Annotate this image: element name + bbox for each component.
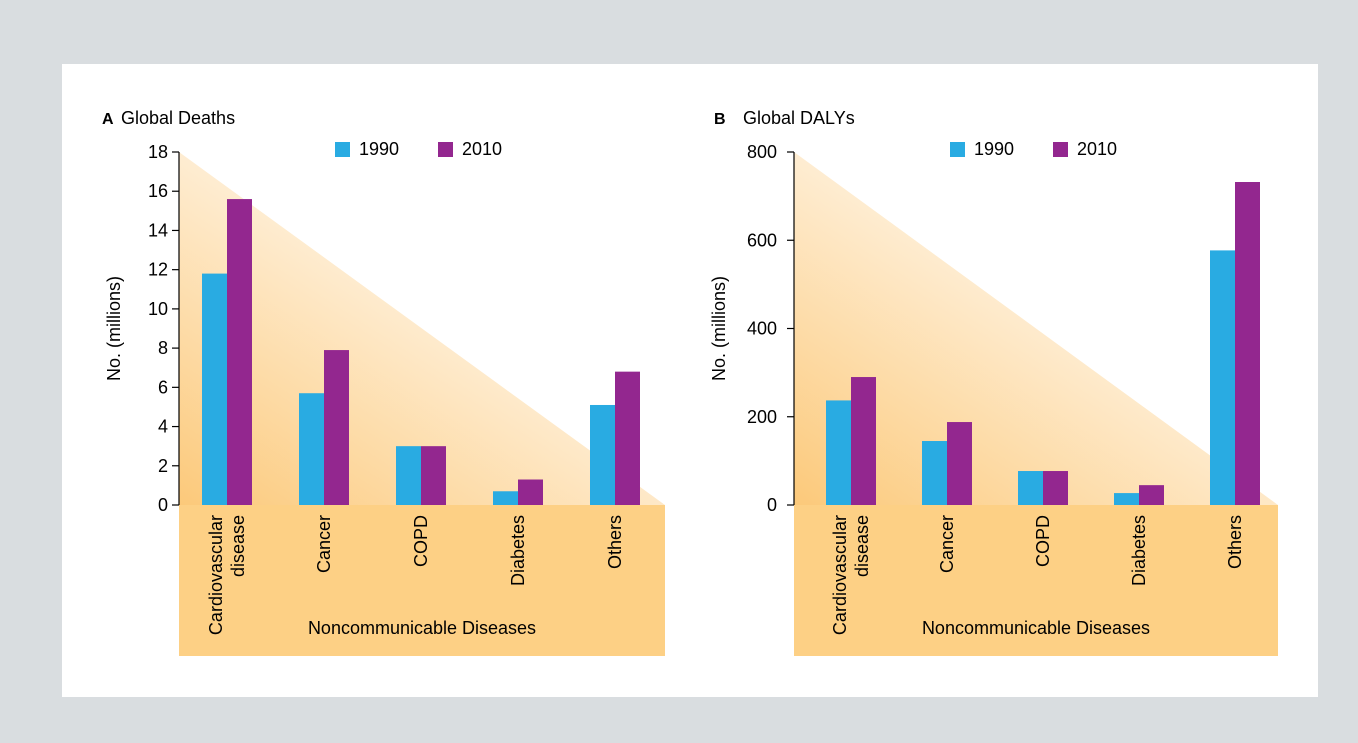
y-tick-label: 18	[148, 142, 168, 162]
bar-1990-copd	[1018, 471, 1043, 505]
bar-1990-cancer	[922, 441, 947, 505]
bar-2010-copd	[421, 446, 446, 505]
x-tick-label: Others	[1225, 515, 1245, 569]
legend-label-1990: 1990	[974, 139, 1014, 159]
y-tick-label: 800	[747, 142, 777, 162]
panel-label: B	[714, 111, 726, 128]
chart-global-deaths: 0 2 4 6 8 10 12 14 16 18 Cardiovascular disease Can…	[102, 108, 665, 656]
bar-1990-cardiovascular-disease	[826, 400, 851, 505]
x-tick-label: Cardiovascular	[206, 515, 226, 635]
category-band	[179, 505, 665, 656]
x-tick-labels: Cardiovascular disease Cancer COPD Diabetes O…	[206, 515, 625, 635]
legend-label-1990: 1990	[359, 139, 399, 159]
legend-swatch-1990	[950, 142, 965, 157]
bar-2010-others	[1235, 182, 1260, 505]
x-tick-label: COPD	[1033, 515, 1053, 567]
y-tick-label: 2	[158, 456, 168, 476]
y-axis: 0 200 400 600 800	[747, 142, 795, 515]
bar-2010-cancer	[324, 350, 349, 505]
bar-2010-cancer	[947, 422, 972, 505]
x-tick-label: Diabetes	[1129, 515, 1149, 586]
y-axis-label: No. (millions)	[709, 276, 729, 381]
bar-1990-copd	[396, 446, 421, 505]
y-tick-label: 0	[158, 495, 168, 515]
y-tick-label: 4	[158, 417, 168, 437]
bar-1990-others	[1210, 250, 1235, 505]
bar-2010-others	[615, 371, 640, 505]
legend: 1990 2010	[335, 139, 502, 159]
bar-1990-diabetes	[1114, 493, 1139, 505]
x-axis-label: Noncommunicable Diseases	[308, 618, 536, 638]
x-tick-label: Cardiovascular	[830, 515, 850, 635]
x-tick-label: Others	[605, 515, 625, 569]
bars-group	[202, 199, 640, 506]
legend-label-2010: 2010	[462, 139, 502, 159]
x-tick-label: Cancer	[937, 515, 957, 573]
bar-1990-cancer	[299, 393, 324, 505]
legend-swatch-2010	[1053, 142, 1068, 157]
x-tick-label: Diabetes	[508, 515, 528, 586]
y-axis: 0 2 4 6 8 10 12 14 16 18	[148, 142, 180, 515]
x-tick-label: disease	[852, 515, 872, 577]
bar-2010-cardiovascular-disease	[227, 199, 252, 506]
x-axis-label: Noncommunicable Diseases	[922, 618, 1150, 638]
x-tick-labels: Cardiovascular disease Cancer COPD Diabetes O…	[830, 515, 1245, 635]
bar-1990-diabetes	[493, 491, 518, 505]
bar-2010-cardiovascular-disease	[851, 377, 876, 505]
legend-swatch-1990	[335, 142, 350, 157]
y-tick-label: 0	[767, 495, 777, 515]
bar-2010-diabetes	[518, 479, 543, 505]
y-tick-label: 600	[747, 230, 777, 250]
bars-group	[826, 182, 1260, 505]
legend-label-2010: 2010	[1077, 139, 1117, 159]
legend-swatch-2010	[438, 142, 453, 157]
y-tick-label: 10	[148, 299, 168, 319]
bar-2010-diabetes	[1139, 485, 1164, 505]
bar-1990-cardiovascular-disease	[202, 273, 227, 505]
y-tick-label: 16	[148, 181, 168, 201]
y-tick-label: 400	[747, 319, 777, 339]
figure-panel: 0 2 4 6 8 10 12 14 16 18 Cardiovascular disease Can…	[62, 64, 1318, 697]
legend: 1990 2010	[950, 139, 1117, 159]
bar-1990-others	[590, 404, 615, 505]
y-tick-label: 6	[158, 377, 168, 397]
y-tick-label: 8	[158, 338, 168, 358]
panel-label: A	[102, 111, 114, 128]
chart-global-dalys: 0 200 400 600 800 Cardiovascular disease Cance…	[709, 108, 1278, 656]
y-tick-label: 12	[148, 260, 168, 280]
chart-title: Global Deaths	[121, 108, 235, 128]
category-band	[794, 505, 1278, 656]
gradient-triangle	[794, 152, 1278, 505]
chart-title: Global DALYs	[743, 108, 855, 128]
x-tick-label: Cancer	[314, 515, 334, 573]
x-tick-label: COPD	[411, 515, 431, 567]
y-tick-label: 200	[747, 407, 777, 427]
y-axis-label: No. (millions)	[104, 276, 124, 381]
bar-2010-copd	[1043, 471, 1068, 505]
y-tick-label: 14	[148, 220, 168, 240]
x-tick-label: disease	[228, 515, 248, 577]
